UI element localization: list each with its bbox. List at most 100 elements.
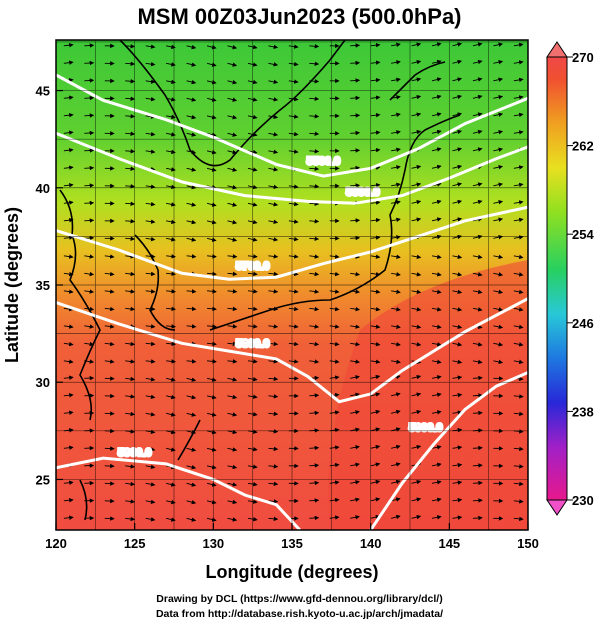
wind-arrow xyxy=(493,59,504,65)
wind-arrow xyxy=(370,254,381,259)
wind-arrow xyxy=(472,129,483,135)
wind-arrow xyxy=(350,271,361,277)
wind-arrow xyxy=(350,183,361,188)
wind-arrow xyxy=(186,62,197,67)
wind-arrow xyxy=(452,497,463,503)
wind-arrow xyxy=(206,447,217,452)
wind-arrow xyxy=(186,324,197,329)
wind-arrow xyxy=(370,77,381,83)
wind-arrow xyxy=(370,497,381,502)
wind-arrow xyxy=(452,217,463,222)
wind-arrow xyxy=(166,237,176,242)
wind-arrow xyxy=(206,79,217,85)
wind-arrow xyxy=(370,374,381,380)
colorbar-tick-label: 230 xyxy=(572,493,594,508)
wind-arrow xyxy=(472,463,483,468)
wind-arrow xyxy=(411,289,422,295)
wind-arrow xyxy=(206,464,217,470)
wind-arrow xyxy=(288,324,299,329)
wind-arrow xyxy=(493,42,504,47)
coastlines xyxy=(59,40,461,521)
wind-arrow xyxy=(268,499,279,504)
wind-arrow xyxy=(370,200,381,205)
wind-arrow xyxy=(63,289,74,294)
wind-arrow xyxy=(125,131,136,137)
wind-arrow xyxy=(350,375,360,380)
wind-arrow xyxy=(309,43,320,49)
wind-arrow xyxy=(227,377,238,382)
wind-arrow xyxy=(309,271,320,277)
wind-arrow xyxy=(227,482,238,487)
wind-arrow xyxy=(391,77,401,83)
wind-arrow xyxy=(472,393,483,398)
wind-streamlines xyxy=(63,42,524,522)
wind-arrow xyxy=(227,464,238,470)
wind-arrow xyxy=(472,498,483,503)
wind-arrow xyxy=(391,479,401,485)
wind-arrow xyxy=(288,341,299,347)
wind-arrow xyxy=(431,94,442,100)
wind-arrow xyxy=(125,79,136,84)
wind-arrow xyxy=(206,149,217,155)
wind-arrow xyxy=(411,444,422,450)
wind-arrow xyxy=(227,44,238,50)
wind-arrow xyxy=(63,42,74,48)
wind-arrow xyxy=(186,79,197,85)
wind-arrow xyxy=(166,306,176,312)
wind-arrow xyxy=(452,462,463,468)
wind-arrow xyxy=(268,324,279,329)
wind-arrow xyxy=(186,306,197,312)
wind-arrow xyxy=(166,341,176,347)
wind-arrow xyxy=(370,235,381,240)
wind-arrow xyxy=(125,499,136,504)
wind-arrow xyxy=(431,359,442,365)
wind-arrow xyxy=(350,462,360,467)
wind-arrow xyxy=(125,411,136,417)
wind-arrow xyxy=(166,412,176,417)
wind-arrow xyxy=(309,148,320,154)
x-tick-label: 150 xyxy=(517,536,539,551)
wind-arrow xyxy=(227,237,238,242)
wind-arrow xyxy=(391,42,401,48)
wind-arrow xyxy=(309,61,320,66)
wind-arrow xyxy=(63,182,74,188)
wind-arrow xyxy=(513,130,524,135)
wind-arrow xyxy=(186,237,197,242)
wind-arrow xyxy=(411,254,422,260)
x-tick-label: 140 xyxy=(360,536,382,551)
wind-arrow xyxy=(186,114,197,120)
wind-arrow xyxy=(125,376,136,382)
wind-arrow xyxy=(206,97,217,102)
wind-arrow xyxy=(268,202,279,207)
wind-arrow xyxy=(452,199,463,205)
wind-arrow xyxy=(452,59,463,65)
wind-arrow xyxy=(431,42,442,47)
contour-label: 5900.0 xyxy=(409,422,443,434)
wind-arrow xyxy=(391,235,401,240)
height-contour-line xyxy=(56,297,528,404)
wind-arrow xyxy=(309,515,320,521)
colorbar-top-cap xyxy=(546,41,568,58)
wind-arrow xyxy=(370,341,381,347)
wind-arrow xyxy=(145,44,156,49)
wind-arrow xyxy=(493,359,504,365)
colorbar-tick-label: 238 xyxy=(572,404,594,419)
wind-arrow xyxy=(268,464,279,469)
wind-arrow xyxy=(431,307,442,312)
wind-arrow xyxy=(125,394,136,399)
x-tick-label: 145 xyxy=(438,536,460,551)
wind-arrow xyxy=(391,392,401,397)
wind-arrow xyxy=(513,112,524,118)
wind-arrow xyxy=(472,77,483,82)
wind-arrow xyxy=(350,235,361,241)
wind-arrow xyxy=(186,97,197,102)
wind-arrow xyxy=(411,324,422,330)
wind-arrow xyxy=(391,182,401,188)
wind-arrow xyxy=(350,218,361,223)
wind-arrow xyxy=(227,412,238,417)
wind-arrow xyxy=(288,44,299,49)
wind-arrow xyxy=(186,394,197,400)
wind-arrow xyxy=(268,62,279,67)
wind-arrow xyxy=(472,272,483,277)
wind-arrow xyxy=(472,359,483,365)
